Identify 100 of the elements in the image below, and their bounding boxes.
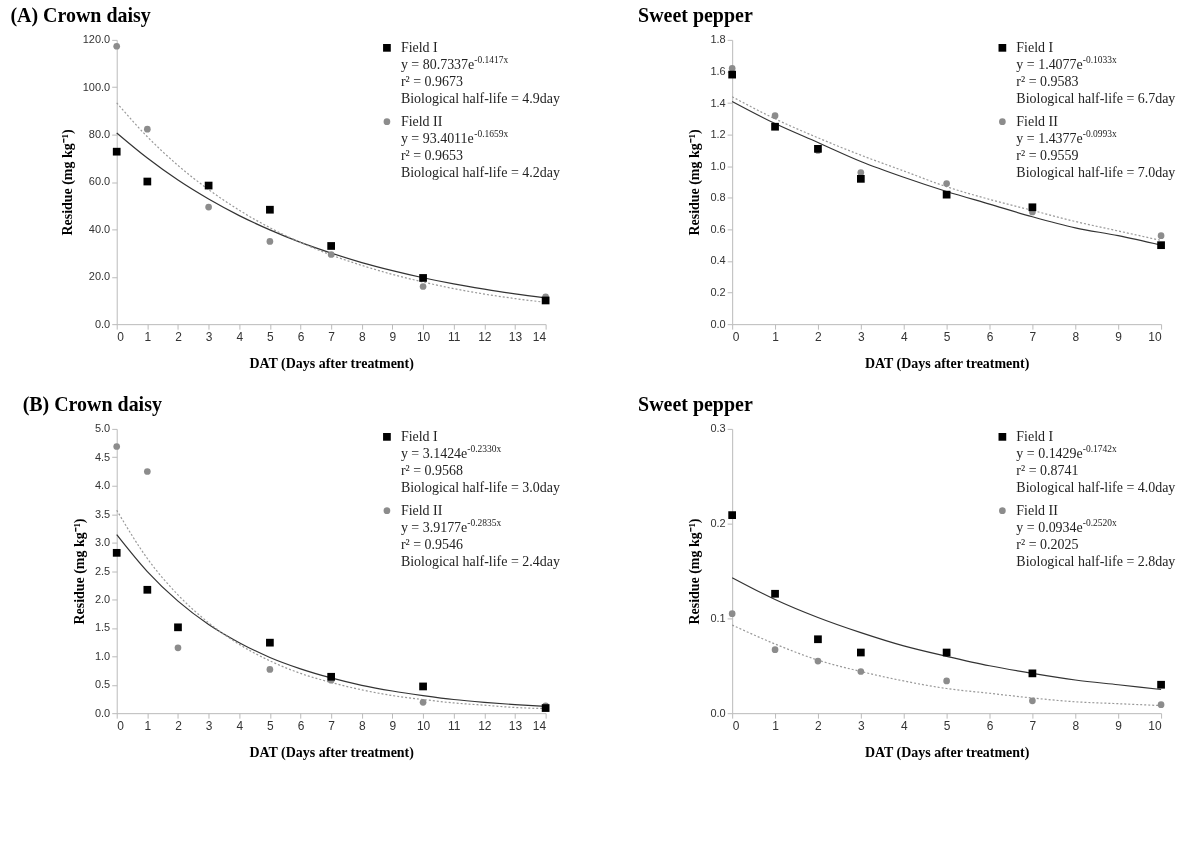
chart-title: (B) Crown daisy [22,392,162,416]
y-tick-label: 1.5 [94,621,111,634]
annotation: r² = 0.2025 [1016,536,1079,552]
y-tick-label: 40.0 [88,222,111,235]
point [1029,697,1036,705]
x-tick-label: 2 [815,329,823,344]
x-tick-label: 5 [267,718,275,733]
y-tick-label: 0.0 [94,706,111,719]
x-tick-label: 10 [416,718,431,733]
point [814,657,822,665]
y-tick-label: 20.0 [88,270,111,283]
x-tick-label: 7 [1029,329,1037,344]
y-tick-label: 0.0 [710,317,726,330]
annotation: r² = 0.8741 [1016,462,1079,478]
y-axis-title: Residue (mg kg⁻¹) [59,129,76,236]
legend-label: Field I [400,39,439,55]
x-axis-title: DAT (Days after treatment) [864,355,1030,372]
point [112,548,121,557]
point [419,699,427,706]
y-tick-label: 2.0 [94,592,111,605]
annotation: r² = 0.9559 [1016,147,1079,163]
x-tick-label: 5 [943,718,951,733]
x-tick-label: 6 [986,718,994,733]
point [943,180,950,187]
point [419,274,427,282]
y-tick-label: 0.8 [710,191,726,204]
y-axis-title: Residue (mg kg⁻¹) [72,518,88,625]
point [144,468,151,475]
point [856,174,865,183]
point [266,238,274,245]
point [174,623,182,632]
y-tick-label: 2.5 [94,564,111,577]
y-tick-label: 0.2 [710,286,726,299]
x-tick-label: 14 [532,718,547,733]
point [771,589,779,598]
point [143,585,152,594]
annotation: r² = 0.9653 [400,147,463,163]
point [1028,203,1037,212]
point [327,242,336,250]
y-tick-label: 120.0 [82,33,111,46]
x-tick-label: 1 [144,718,152,733]
y-tick-label: 0.5 [94,678,111,691]
y-tick-label: 1.0 [710,159,726,172]
x-tick-label: 13 [508,329,523,344]
x-tick-label: 14 [532,329,547,344]
y-tick-label: 60.0 [88,175,111,188]
x-tick-label: 8 [1072,718,1080,733]
point [112,147,121,156]
point [728,610,736,618]
x-tick-label: 7 [1029,718,1037,733]
legend-label: Field II [400,502,443,518]
point [728,64,736,72]
x-axis-title: DAT (Days after treatment) [249,744,415,761]
point [1157,241,1165,250]
point [943,677,950,685]
x-tick-label: 8 [358,329,366,344]
point [143,177,152,186]
x-tick-label: 5 [267,329,275,344]
point [419,283,427,290]
x-tick-label: 9 [389,329,397,344]
point [205,203,212,211]
x-tick-label: 7 [328,329,336,344]
x-tick-label: 4 [236,329,244,344]
annotation: r² = 0.9546 [400,536,463,552]
point [266,666,274,673]
x-tick-label: 4 [236,718,244,733]
x-tick-label: 3 [858,329,866,344]
annotation: Biological half-life = 7.0day [1016,164,1176,180]
x-tick-label: 9 [389,718,397,733]
x-tick-label: 9 [1115,718,1123,733]
x-tick-label: 10 [1148,718,1162,733]
x-tick-label: 4 [900,329,908,344]
x-tick-label: 13 [508,718,523,733]
x-axis-title: DAT (Days after treatment) [864,744,1030,761]
y-tick-label: 3.5 [94,507,111,520]
y-tick-label: 4.0 [94,479,111,492]
point [1157,680,1165,689]
x-tick-label: 2 [175,329,183,344]
x-tick-label: 8 [358,718,366,733]
y-tick-label: 0.2 [710,517,726,530]
y-tick-label: 0.0 [94,317,111,330]
x-tick-label: 1 [144,329,152,344]
x-tick-label: 11 [448,329,461,344]
x-tick-label: 0 [117,718,125,733]
y-axis-title: Residue (mg kg⁻¹) [687,518,704,625]
x-tick-label: 10 [1148,329,1162,344]
x-tick-label: 3 [858,718,866,733]
x-axis-title: DAT (Days after treatment) [249,355,415,372]
chart-title: Sweet pepper [638,3,753,27]
annotation: Biological half-life = 4.0day [1016,479,1176,495]
point [942,190,951,199]
x-tick-label: 3 [205,329,213,344]
x-tick-label: 7 [328,718,336,733]
x-tick-label: 11 [448,718,461,733]
annotation: r² = 0.9673 [400,73,463,89]
y-tick-label: 0.1 [710,611,726,624]
point [814,635,822,644]
y-tick-label: 100.0 [82,80,111,93]
chart-title: (A) Crown daisy [10,3,151,27]
x-tick-label: 6 [297,329,305,344]
